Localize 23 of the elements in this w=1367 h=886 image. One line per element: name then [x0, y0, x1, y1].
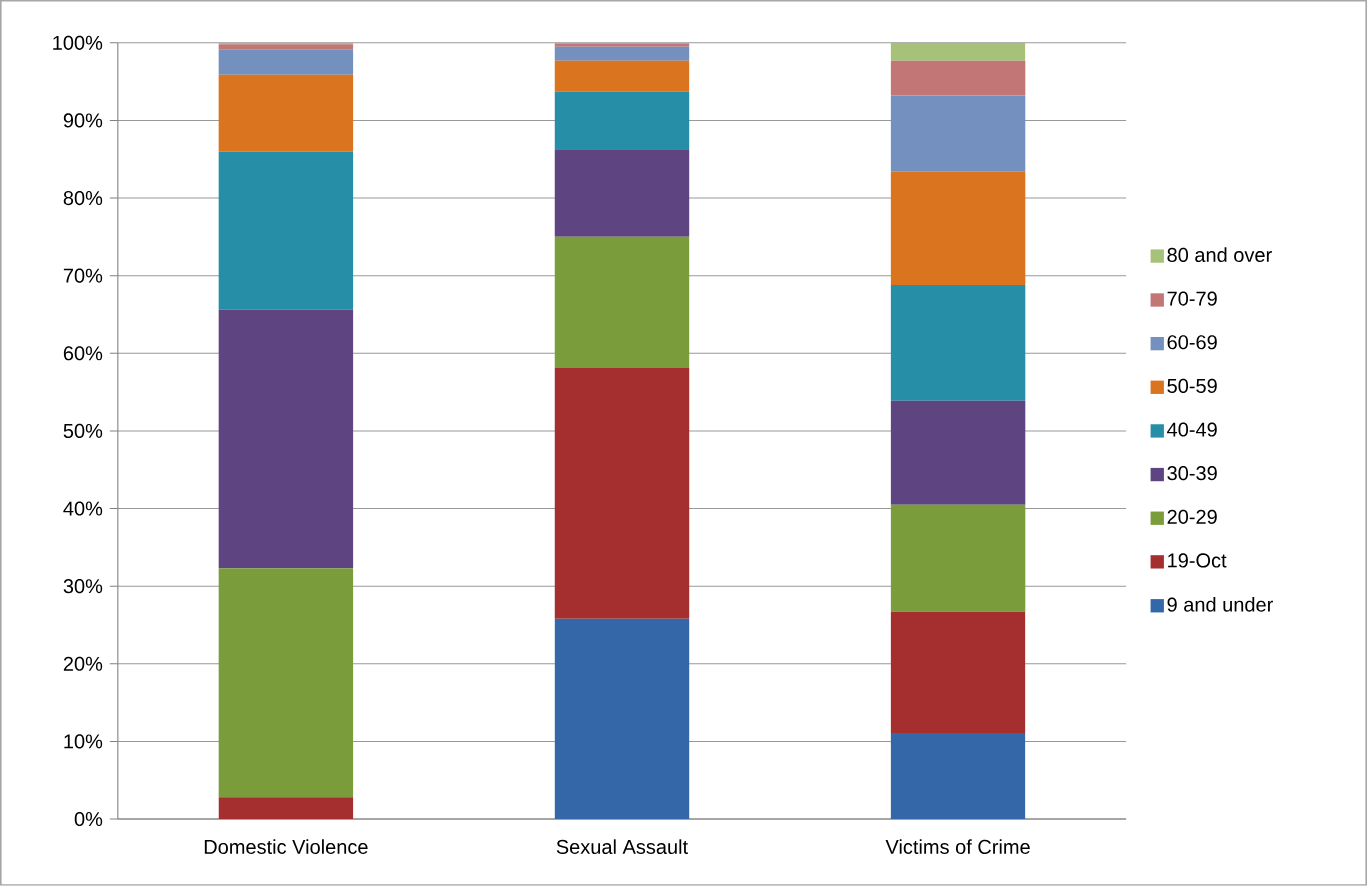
y-tick-label: 0% — [74, 812, 103, 827]
y-tick-label: 60% — [63, 346, 103, 361]
legend-label: 70-79 — [1167, 291, 1217, 306]
x-tick-label: Victims of Crime — [885, 839, 1030, 855]
y-tick-label: 20% — [63, 656, 103, 671]
y-tick-label: 40% — [63, 501, 103, 516]
y-tick-label: 90% — [63, 113, 103, 128]
legend-label: 40-49 — [1167, 422, 1217, 437]
y-tick-label: 100% — [53, 35, 103, 50]
y-tick-label: 50% — [63, 423, 103, 439]
legend-label: 60-69 — [1167, 335, 1217, 350]
y-tick-label: 30% — [63, 579, 103, 594]
legend-label: 50-59 — [1167, 378, 1217, 394]
y-tick-label: 70% — [63, 268, 103, 283]
legend-label: 20-29 — [1167, 509, 1217, 524]
legend-label: 80 and over — [1167, 247, 1272, 263]
x-tick-label: Domestic Violence — [204, 839, 368, 855]
legend-label: 30-39 — [1167, 466, 1217, 481]
x-tick-label: Sexual Assault — [556, 839, 688, 855]
y-tick-label: 80% — [63, 191, 103, 206]
legend-label: 9 and under — [1167, 597, 1273, 612]
legend-label: 19-Oct — [1168, 553, 1227, 568]
y-tick-label: 10% — [64, 734, 103, 749]
